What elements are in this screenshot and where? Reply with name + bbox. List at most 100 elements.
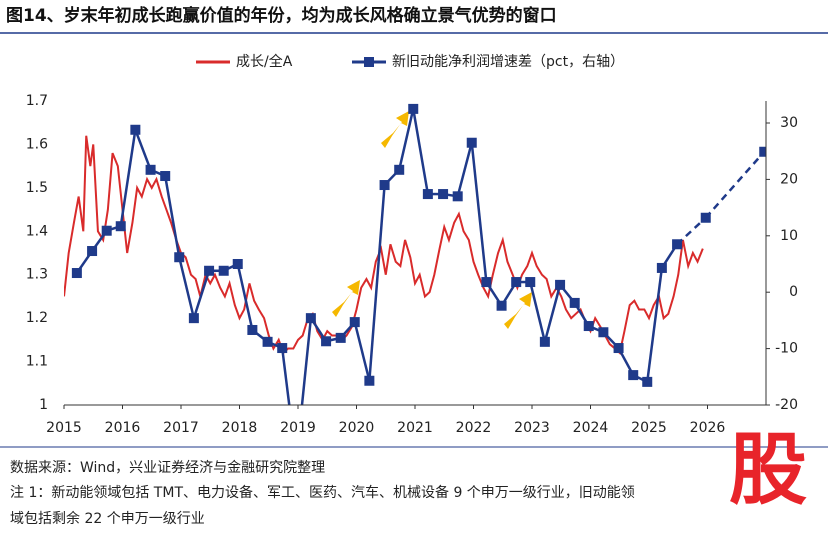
point-marker xyxy=(101,225,112,236)
series-segment xyxy=(456,142,473,197)
arrow xyxy=(504,292,532,329)
x-tick-label: 2022 xyxy=(456,420,492,436)
point-marker xyxy=(349,317,360,328)
series-segment xyxy=(412,108,430,195)
series-segment xyxy=(646,267,664,383)
x-tick-label: 2021 xyxy=(397,420,433,436)
x-tick-label: 2019 xyxy=(280,420,316,436)
point-marker xyxy=(452,191,463,202)
legend-label: 新旧动能净利润增速差（pct，右轴） xyxy=(392,54,624,70)
point-marker xyxy=(394,164,405,175)
series-segment xyxy=(470,142,488,283)
point-marker xyxy=(262,336,273,347)
y2-tick-label: 30 xyxy=(780,115,798,131)
x-tick-label: 2024 xyxy=(573,420,609,436)
y-tick-label: 1.5 xyxy=(26,180,48,196)
point-marker xyxy=(569,297,580,308)
point-marker xyxy=(335,332,346,343)
y2-tick-label: -20 xyxy=(775,397,798,413)
watermark: 股 xyxy=(729,425,807,515)
note: 域包括剩余 22 个申万一级行业 xyxy=(10,510,205,527)
series-segment xyxy=(368,184,386,381)
series-line xyxy=(64,135,704,355)
point-marker xyxy=(321,336,332,347)
point-marker xyxy=(408,103,419,114)
point-marker xyxy=(481,277,492,288)
point-marker xyxy=(598,327,609,338)
source: 数据来源：Wind，兴业证券经济与金融研究院整理 xyxy=(10,460,325,476)
point-marker xyxy=(379,180,390,191)
chart-title: 图14、岁末年初成长跑赢价值的年份，均为成长风格确立景气优势的窗口 xyxy=(6,5,557,26)
x-tick-label: 2018 xyxy=(222,420,258,436)
point-marker xyxy=(656,262,667,273)
x-tick-label: 2020 xyxy=(339,420,375,436)
y-tick-label: 1.6 xyxy=(26,136,48,152)
series-segment xyxy=(300,318,313,405)
point-marker xyxy=(583,321,594,332)
x-tick-label: 2015 xyxy=(46,420,82,436)
y-tick-label: 1.3 xyxy=(26,267,48,283)
series-segment xyxy=(529,281,547,343)
forecast-segment xyxy=(704,150,766,219)
point-marker xyxy=(130,124,141,135)
y-tick-label: 1.2 xyxy=(26,310,48,326)
series-segment xyxy=(353,321,371,382)
x-tick-label: 2026 xyxy=(690,420,726,436)
x-tick-label: 2017 xyxy=(163,420,199,436)
series-segment xyxy=(192,270,211,319)
point-marker xyxy=(115,221,126,232)
point-marker xyxy=(87,246,98,257)
arrow xyxy=(381,111,409,148)
point-marker xyxy=(466,137,477,148)
series-segment xyxy=(119,129,137,227)
point-marker xyxy=(232,258,243,269)
note: 注 1：新动能领域包括 TMT、电力设备、军工、医药、汽车、机械设备 9 个申万… xyxy=(10,484,635,501)
point-marker xyxy=(539,336,550,347)
series-segment xyxy=(178,256,196,319)
point-marker xyxy=(174,252,185,263)
y-tick-label: 1 xyxy=(39,397,48,413)
point-marker xyxy=(511,277,522,288)
x-tick-label: 2016 xyxy=(105,420,141,436)
point-marker xyxy=(555,279,566,290)
point-marker xyxy=(188,313,199,324)
point-marker xyxy=(438,189,449,200)
arrow xyxy=(332,280,360,317)
series-segment xyxy=(397,108,415,171)
x-tick-label: 2025 xyxy=(631,420,667,436)
x-tick-label: 2023 xyxy=(514,420,550,436)
point-marker xyxy=(247,324,258,335)
annotation-arrows xyxy=(332,111,532,329)
point-marker xyxy=(700,212,711,223)
series-segment xyxy=(134,129,152,171)
point-marker xyxy=(145,164,156,175)
point-marker xyxy=(672,239,683,250)
y2-tick-label: 10 xyxy=(780,228,798,244)
y2-tick-label: -10 xyxy=(775,341,798,357)
series-segment xyxy=(543,284,562,343)
point-marker xyxy=(525,277,536,288)
point-marker xyxy=(218,265,229,276)
point-marker xyxy=(613,343,624,354)
point-marker xyxy=(204,265,215,276)
point-marker xyxy=(642,376,653,387)
point-marker xyxy=(759,146,766,157)
y-tick-label: 1.7 xyxy=(26,93,48,109)
legend-label: 成长/全A xyxy=(236,53,293,70)
y-tick-label: 1.1 xyxy=(26,354,48,370)
point-marker xyxy=(305,313,316,324)
point-marker xyxy=(628,370,639,381)
point-marker xyxy=(160,171,171,182)
y2-tick-label: 0 xyxy=(789,284,798,300)
point-marker xyxy=(496,300,507,311)
point-marker xyxy=(277,343,288,354)
series-segment xyxy=(163,175,181,258)
y-tick-label: 1.4 xyxy=(26,223,48,239)
plot-area xyxy=(64,103,766,405)
point-marker xyxy=(422,189,433,200)
legend-marker xyxy=(364,57,374,67)
series-segment xyxy=(236,263,254,331)
point-marker xyxy=(71,268,82,279)
